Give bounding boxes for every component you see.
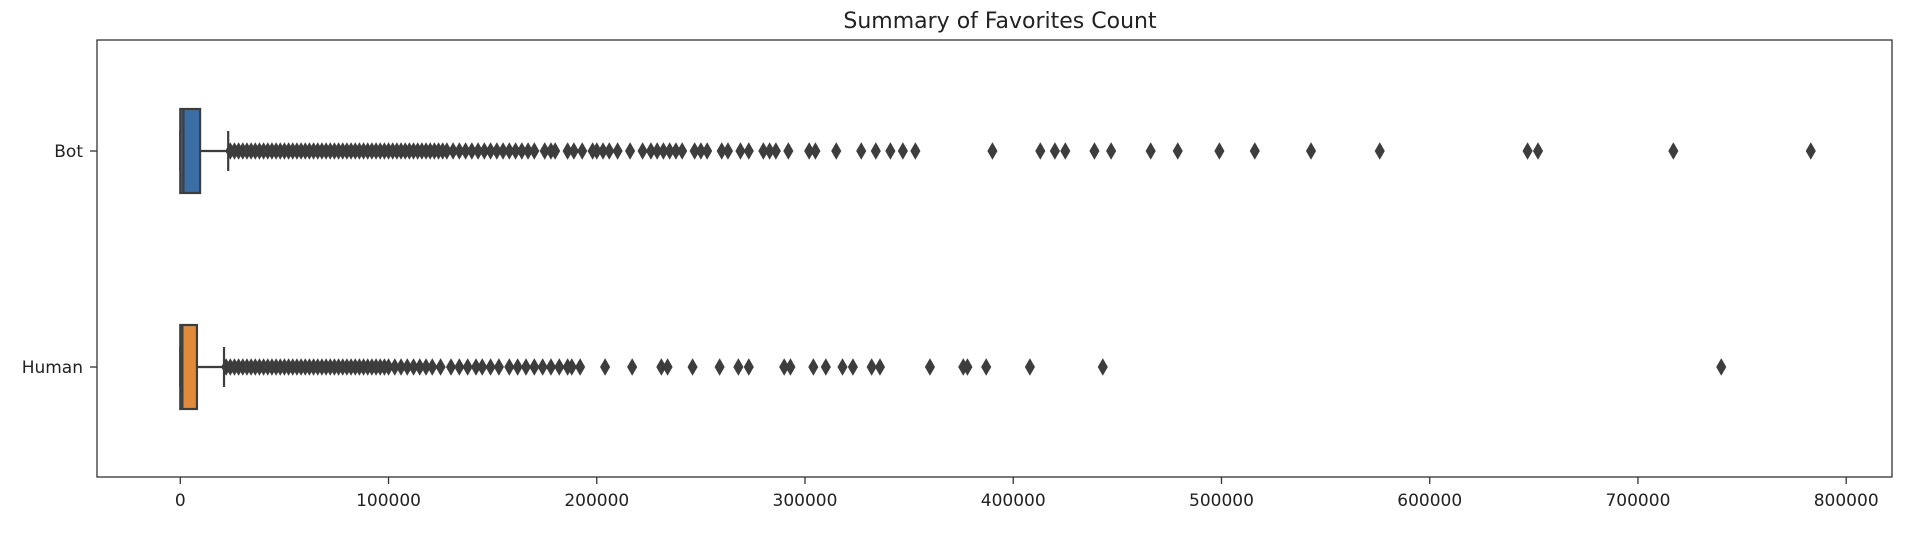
outlier-point xyxy=(1668,142,1679,160)
box-iqr xyxy=(179,107,202,195)
outlier-point xyxy=(987,142,998,160)
outlier-point xyxy=(1805,142,1816,160)
outlier-point xyxy=(529,358,540,376)
outlier-point xyxy=(743,358,754,376)
outlier-point xyxy=(820,358,831,376)
outlier-point xyxy=(577,142,588,160)
outlier-point xyxy=(529,142,540,160)
outlier-point xyxy=(808,358,819,376)
outlier-point xyxy=(454,358,465,376)
outlier-point xyxy=(733,358,744,376)
outlier-point xyxy=(962,358,973,376)
outlier-point xyxy=(1716,358,1727,376)
x-tick-label: 0 xyxy=(175,491,186,511)
outlier-point xyxy=(545,358,557,376)
outlier-point xyxy=(520,358,532,376)
outlier-point xyxy=(1249,142,1260,160)
chart-title: Summary of Favorites Count xyxy=(843,9,1157,34)
box-iqr xyxy=(179,323,199,411)
outlier-point xyxy=(743,142,754,160)
box-group-bot xyxy=(179,107,1816,195)
x-tick-label: 700000 xyxy=(1605,491,1670,511)
outlier-point xyxy=(435,358,446,376)
box-group-human xyxy=(179,323,1727,411)
x-tick-label: 100000 xyxy=(356,491,421,511)
outlier-point xyxy=(1049,142,1060,160)
outlier-point xyxy=(687,358,698,376)
outlier-point xyxy=(677,142,688,160)
outlier-point xyxy=(504,358,515,376)
outlier-point xyxy=(1374,142,1385,160)
outlier-point xyxy=(714,358,725,376)
outlier-point xyxy=(1089,142,1100,160)
outlier-point xyxy=(874,358,886,376)
outlier-point xyxy=(847,358,858,376)
outlier-point xyxy=(493,358,504,376)
outlier-point xyxy=(554,358,565,376)
outlier-point xyxy=(924,358,936,376)
outlier-point xyxy=(627,358,638,376)
outlier-point xyxy=(537,358,548,376)
outlier-point xyxy=(1522,142,1533,160)
y-tick-label: Bot xyxy=(54,142,83,162)
x-tick-label: 500000 xyxy=(1189,491,1254,511)
outlier-point xyxy=(1172,142,1183,160)
outlier-point xyxy=(512,358,523,376)
outlier-point xyxy=(981,358,992,376)
x-tick-label: 400000 xyxy=(981,491,1046,511)
outlier-point xyxy=(427,358,438,376)
outlier-point xyxy=(604,142,615,160)
outlier-point xyxy=(662,358,673,376)
outlier-point xyxy=(1060,142,1071,160)
y-tick-label: Human xyxy=(22,358,83,378)
outlier-point xyxy=(568,142,579,160)
outlier-point xyxy=(722,142,734,160)
x-tick-label: 300000 xyxy=(773,491,838,511)
outlier-point xyxy=(810,142,821,160)
outlier-point xyxy=(897,142,908,160)
outlier-point xyxy=(1305,142,1317,160)
outlier-point xyxy=(445,358,457,376)
outlier-point xyxy=(885,142,896,160)
y-axis: Bot Human xyxy=(22,142,97,378)
outlier-point xyxy=(1024,358,1035,376)
outlier-point xyxy=(485,358,496,376)
outlier-point xyxy=(770,142,781,160)
outlier-point xyxy=(625,142,636,160)
outlier-point xyxy=(1214,142,1225,160)
outlier-point xyxy=(1106,142,1117,160)
outlier-point xyxy=(566,358,577,376)
outlier-point xyxy=(866,358,877,376)
plot-frame xyxy=(96,39,1893,478)
outlier-point xyxy=(870,142,881,160)
x-tick-label: 200000 xyxy=(564,491,629,511)
outlier-point xyxy=(856,142,867,160)
outlier-point xyxy=(1097,358,1108,376)
outlier-point xyxy=(1532,142,1544,160)
x-axis: 0 100000 200000 300000 400000 500000 600000 700… xyxy=(175,477,1879,511)
x-tick-label: 800000 xyxy=(1814,491,1879,511)
outlier-point xyxy=(550,142,561,160)
outlier-point xyxy=(837,358,848,376)
outlier-point xyxy=(575,358,586,376)
outlier-point xyxy=(831,142,842,160)
outlier-point xyxy=(462,358,473,376)
outlier-point xyxy=(702,142,713,160)
x-tick-label: 600000 xyxy=(1397,491,1462,511)
box-series-group xyxy=(179,107,1816,411)
outlier-point xyxy=(785,358,796,376)
outlier-point xyxy=(600,358,611,376)
outlier-point xyxy=(1035,142,1046,160)
outlier-point xyxy=(1145,142,1156,160)
outlier-point xyxy=(477,358,488,376)
outlier-point xyxy=(735,142,746,160)
outlier-point xyxy=(637,142,648,160)
outlier-point xyxy=(612,142,623,160)
outlier-point xyxy=(783,142,794,160)
outlier-point xyxy=(910,142,921,160)
